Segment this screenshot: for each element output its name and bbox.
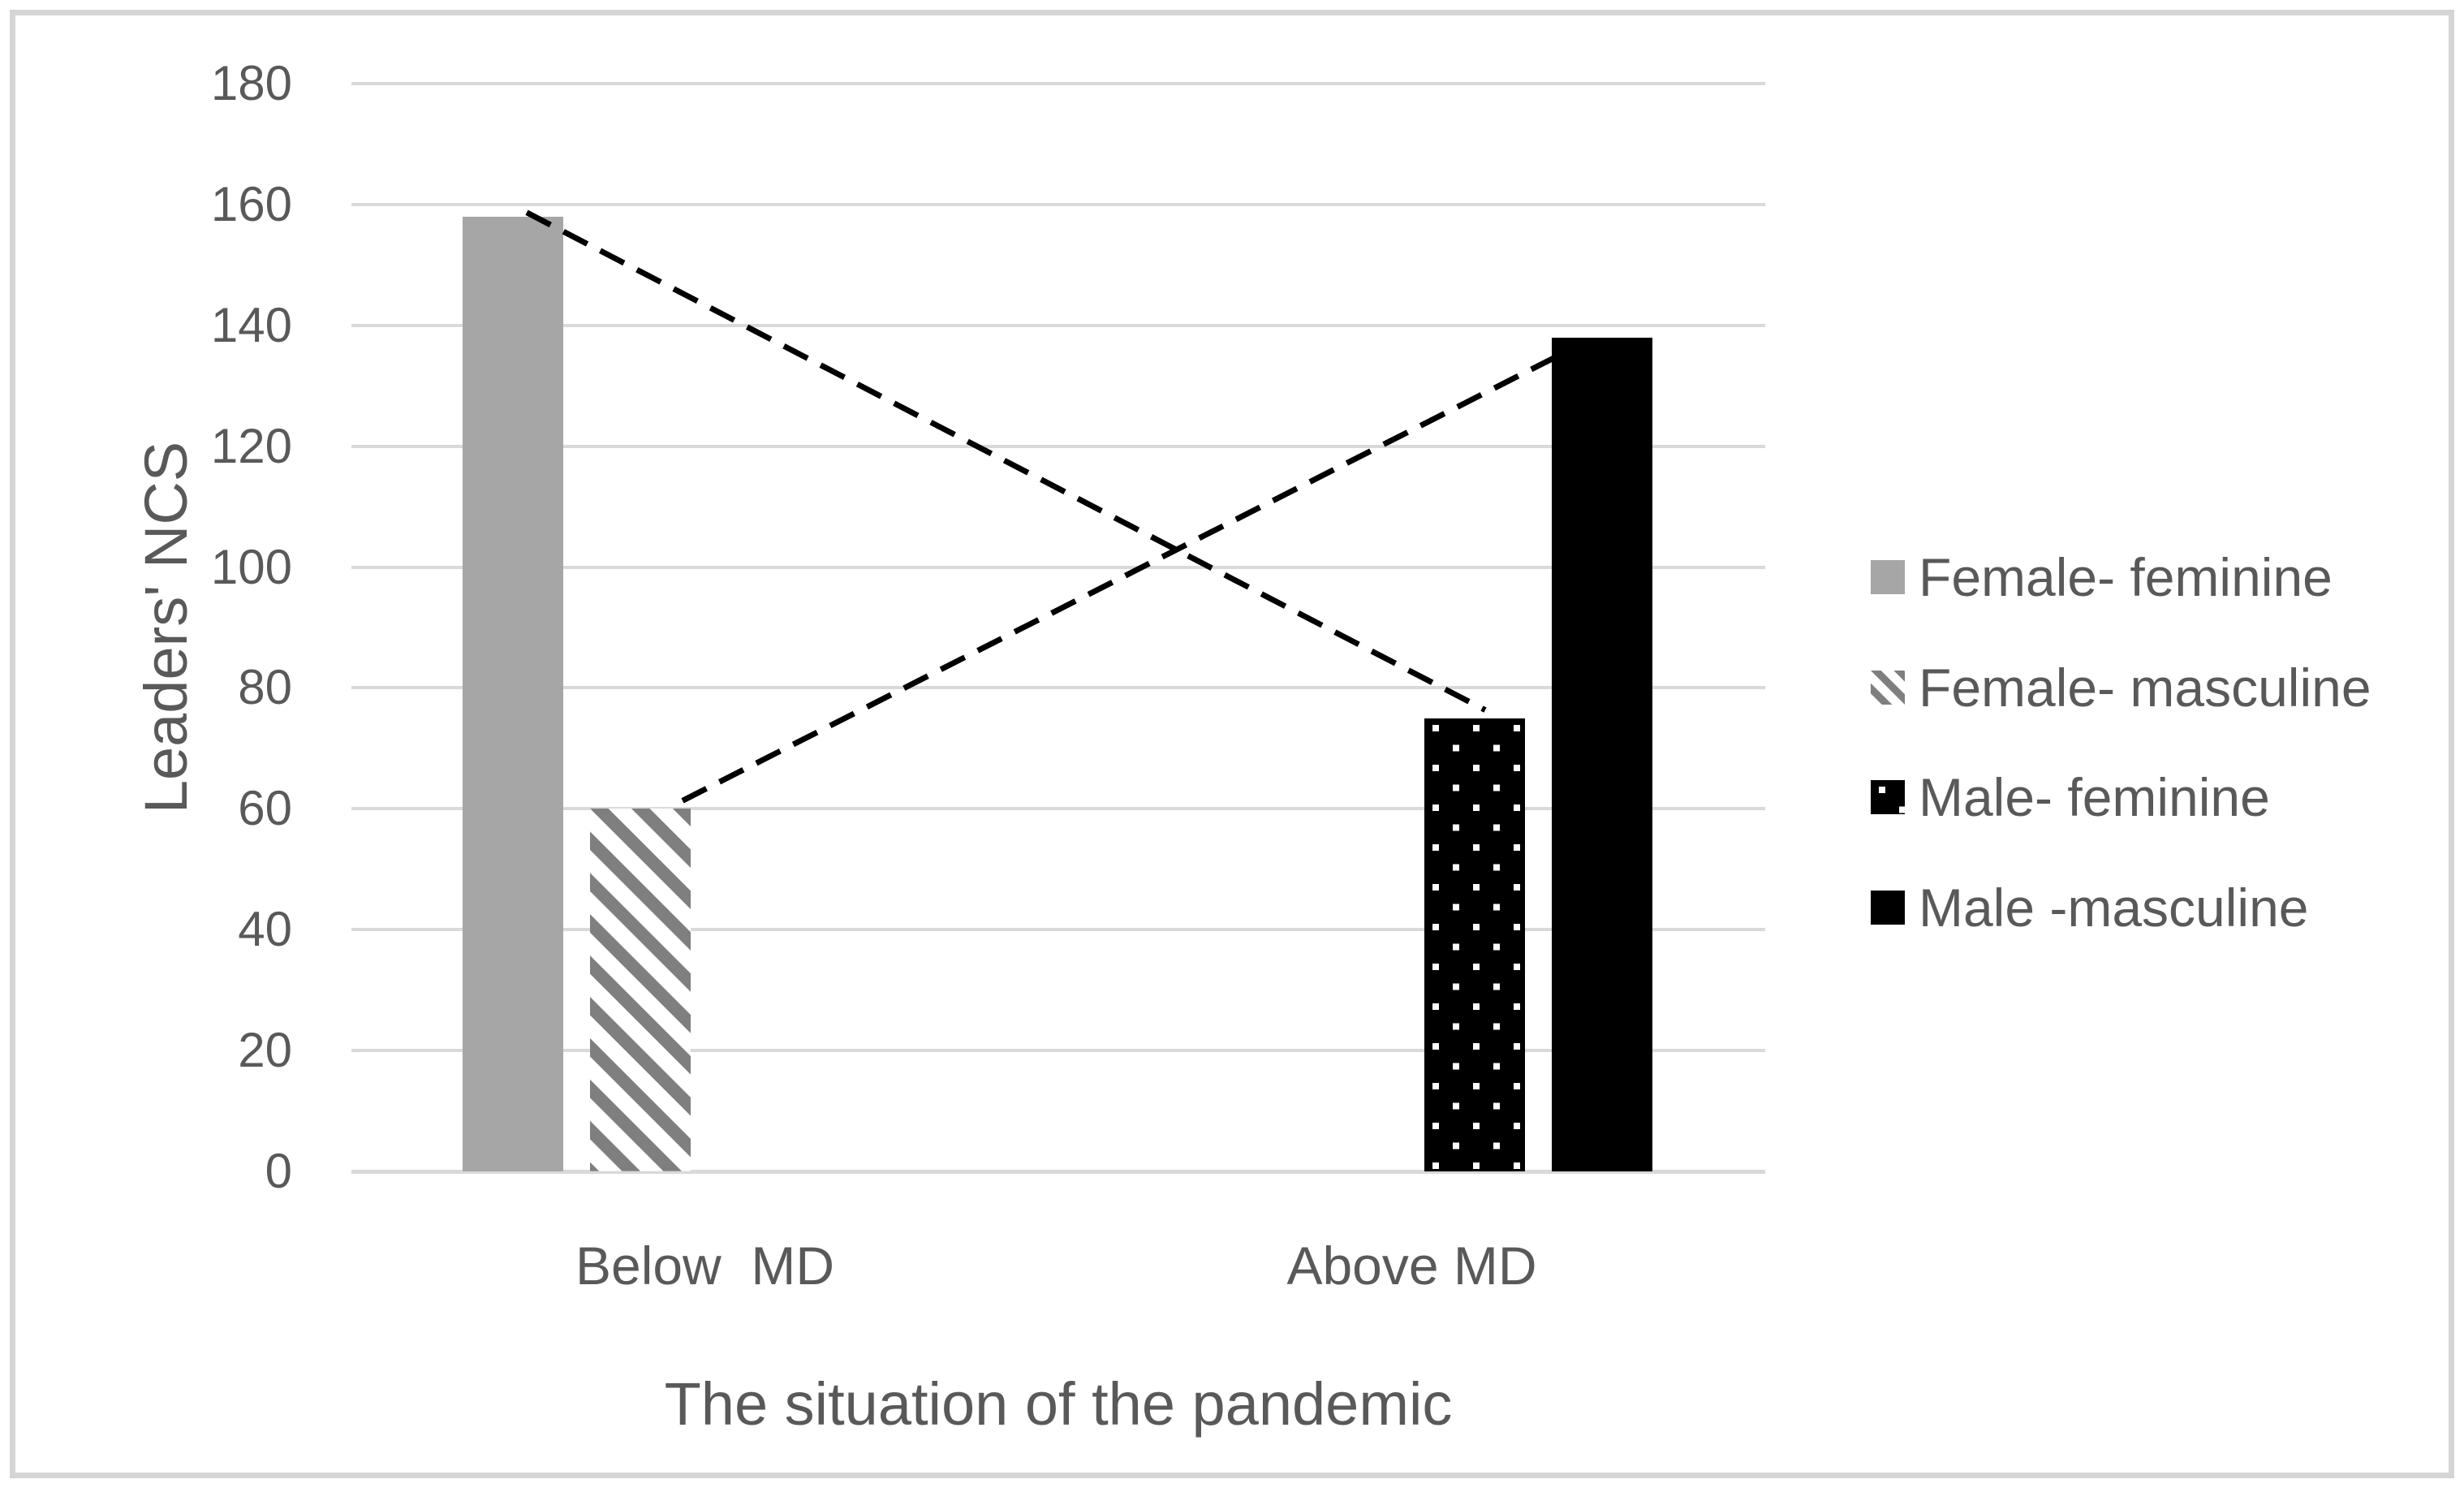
legend-swatch-female-feminine bbox=[1871, 560, 1905, 594]
dashed-connector-line bbox=[525, 209, 1487, 713]
y-tick-label: 140 bbox=[210, 297, 292, 352]
y-tick-label: 40 bbox=[238, 902, 292, 957]
bar-male-masculine bbox=[1552, 337, 1652, 1171]
gridline bbox=[351, 1049, 1765, 1053]
legend-label: Female- feminine bbox=[1919, 547, 2333, 607]
y-tick-label: 20 bbox=[238, 1023, 292, 1078]
legend-item-male-masculine: Male -masculine bbox=[1871, 873, 2309, 942]
legend-item-female-masculine: Female- masculine bbox=[1871, 653, 2371, 722]
y-tick-label: 120 bbox=[210, 418, 292, 473]
x-axis-title: The situation of the pandemic bbox=[664, 1370, 1453, 1438]
y-tick-label: 60 bbox=[238, 781, 292, 836]
legend-label: Male- feminine bbox=[1919, 767, 2270, 828]
gridline bbox=[351, 202, 1765, 206]
gridline bbox=[351, 807, 1765, 811]
gridline bbox=[351, 82, 1765, 85]
y-tick-label: 80 bbox=[238, 660, 292, 715]
legend-label: Male -masculine bbox=[1919, 878, 2309, 938]
figure-border bbox=[10, 10, 2454, 1478]
gridline bbox=[351, 928, 1765, 932]
x-category-label: Above MD bbox=[1286, 1236, 1537, 1296]
y-tick-label: 160 bbox=[210, 176, 292, 231]
legend-item-male-feminine: Male- feminine bbox=[1871, 763, 2270, 831]
gridline bbox=[351, 323, 1765, 327]
legend-item-female-feminine: Female- feminine bbox=[1871, 543, 2333, 611]
legend-swatch-male-masculine bbox=[1871, 891, 1905, 925]
legend-swatch-male-feminine bbox=[1871, 780, 1905, 815]
x-category-label: Below MD bbox=[575, 1236, 835, 1296]
y-tick-label: 180 bbox=[210, 56, 292, 110]
y-tick-label: 0 bbox=[265, 1144, 292, 1198]
bar-male-feminine bbox=[1424, 718, 1525, 1171]
x-axis-line bbox=[351, 1170, 1765, 1174]
legend-label: Female- masculine bbox=[1919, 657, 2371, 718]
bar-female-feminine bbox=[463, 216, 563, 1171]
bar-female-masculine bbox=[590, 809, 691, 1171]
legend-swatch-female-masculine bbox=[1871, 670, 1905, 705]
y-axis-title: Leaders' NCS bbox=[132, 441, 200, 814]
y-tick-label: 100 bbox=[210, 539, 292, 594]
